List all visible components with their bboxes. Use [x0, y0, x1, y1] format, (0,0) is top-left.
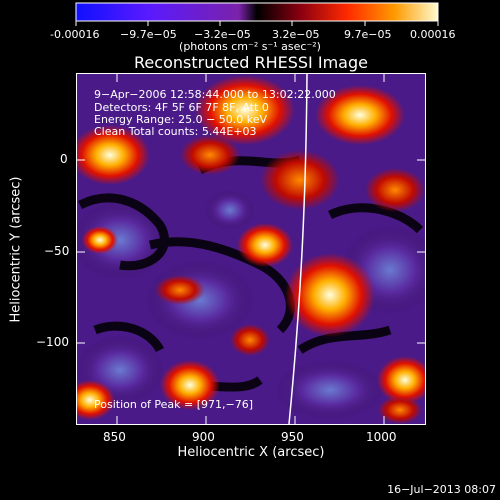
x-tick-label: 900	[192, 430, 215, 444]
info-line-time: 9−Apr−2006 12:58:44.000 to 13:02:22.000	[94, 88, 336, 101]
y-tick-label: −100	[36, 335, 69, 349]
x-axis-ticks	[116, 74, 385, 424]
peak-position-label: Position of Peak = [971,−76]	[94, 398, 254, 411]
y-axis-ticks	[77, 159, 425, 344]
x-tick-label: 950	[281, 430, 304, 444]
x-tick-label: 1000	[366, 430, 397, 444]
colorbar-tick-label: -0.00016	[50, 28, 100, 41]
rhessi-image	[77, 74, 425, 424]
plot-title: Reconstructed RHESSI Image	[134, 53, 368, 72]
colorbar-units: (photons cm⁻² s⁻¹ asec⁻²)	[179, 40, 321, 53]
y-tick-label: 0	[60, 152, 68, 166]
colorbar-tick-label: −3.2e−05	[194, 28, 251, 41]
colorbar-tick-label: 3.2e−05	[272, 28, 320, 41]
colorbar-tick-label: 0.00016	[410, 28, 456, 41]
y-tick-label: −50	[44, 244, 70, 258]
x-tick-label: 850	[103, 430, 126, 444]
info-line-counts: Clean Total counts: 5.44E+03	[94, 125, 257, 138]
info-line-energy: Energy Range: 25.0 − 50.0 keV	[94, 113, 268, 126]
colorbar-tick-label: 9.7e−05	[344, 28, 392, 41]
colorbar-tick-label: −9.7e−05	[120, 28, 177, 41]
colorbar-ticks	[75, 21, 439, 26]
solar-limb	[288, 74, 308, 424]
plot-frame	[76, 73, 426, 425]
y-axis-label: Heliocentric Y (arcsec)	[8, 176, 24, 323]
info-line-detectors: Detectors: 4F 5F 6F 7F 8F, Att 0	[94, 101, 269, 114]
colorbar	[75, 2, 439, 22]
timestamp: 16−Jul−2013 08:07	[387, 483, 496, 496]
x-axis-label: Heliocentric X (arcsec)	[177, 445, 325, 460]
